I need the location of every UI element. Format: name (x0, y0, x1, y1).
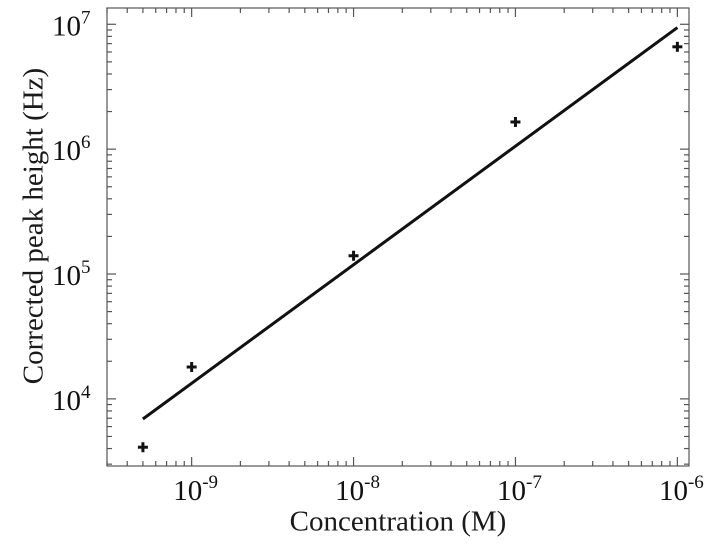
plot-frame (106, 7, 690, 467)
data-point-plus-marker (672, 41, 683, 52)
data-point-plus-marker (348, 250, 359, 261)
y-tick-labels: 104 105 106 107 (52, 7, 91, 417)
x-tick-label: 10-8 (335, 472, 380, 507)
y-tick-label: 104 (52, 382, 91, 417)
x-tick-labels: 10-9 10-8 10-7 10-6 (173, 472, 704, 507)
y-tick-label: 106 (52, 132, 91, 167)
data-series (137, 26, 683, 453)
data-point-plus-marker (510, 116, 521, 127)
x-tick-label: 10-6 (659, 472, 704, 507)
data-point-plus-marker (186, 361, 197, 372)
axis-ticks (106, 8, 689, 466)
x-tick-label: 10-7 (497, 472, 542, 507)
fit-line (142, 26, 679, 421)
y-tick-label: 105 (52, 257, 91, 292)
x-tick-label: 10-9 (173, 472, 218, 507)
y-tick-label: 107 (52, 7, 91, 42)
y-axis-label: Corrected peak height (Hz) (17, 67, 50, 385)
x-axis-label: Concentration (M) (289, 505, 507, 538)
data-point-plus-marker (137, 442, 148, 453)
